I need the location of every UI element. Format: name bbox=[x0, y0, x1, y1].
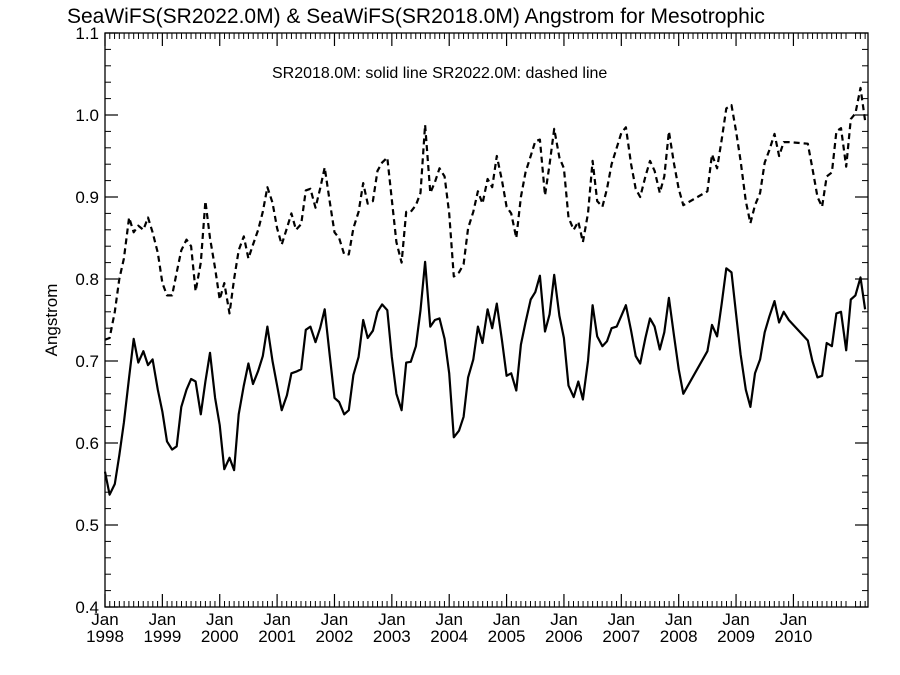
series-layer bbox=[103, 86, 867, 496]
chart-title: SeaWiFS(SR2022.0M) & SeaWiFS(SR2018.0M) … bbox=[67, 5, 765, 28]
axis-ticks bbox=[104, 32, 868, 608]
x-tick-year-label: 2005 bbox=[488, 627, 526, 646]
y-tick-label: 0.7 bbox=[75, 352, 99, 371]
x-tick-year-label: 2007 bbox=[602, 627, 640, 646]
x-tick-year-label: 1999 bbox=[143, 627, 181, 646]
x-tick-month-label: Jan bbox=[378, 610, 405, 629]
x-tick-year-label: 2004 bbox=[430, 627, 468, 646]
series-line-sr2018-0m bbox=[103, 260, 867, 496]
y-tick-label: 0.4 bbox=[75, 598, 99, 617]
x-tick-month-label: Jan bbox=[780, 610, 807, 629]
x-tick-year-label: 2003 bbox=[373, 627, 411, 646]
x-tick-month-label: Jan bbox=[263, 610, 290, 629]
x-tick-month-label: Jan bbox=[665, 610, 692, 629]
y-tick-label: 1.0 bbox=[75, 106, 99, 125]
plot-frame bbox=[104, 32, 869, 608]
x-tick-year-label: 2001 bbox=[258, 627, 296, 646]
x-tick-month-label: Jan bbox=[206, 610, 233, 629]
x-tick-year-label: 2009 bbox=[717, 627, 755, 646]
x-tick-month-label: Jan bbox=[91, 610, 118, 629]
x-tick-labels: Jan1998Jan1999Jan2000Jan2001Jan2002Jan20… bbox=[86, 610, 812, 646]
x-tick-month-label: Jan bbox=[149, 610, 176, 629]
y-tick-label: 0.9 bbox=[75, 188, 99, 207]
series-line-sr2022-0m bbox=[104, 86, 867, 341]
y-axis-label: Angstrom bbox=[42, 284, 61, 357]
x-tick-year-label: 2002 bbox=[316, 627, 354, 646]
x-tick-year-label: 2000 bbox=[201, 627, 239, 646]
y-tick-label: 0.6 bbox=[75, 434, 99, 453]
line-style-legend: SR2018.0M: solid line SR2022.0M: dashed … bbox=[272, 65, 607, 82]
y-tick-label: 0.8 bbox=[75, 270, 99, 289]
x-tick-year-label: 1998 bbox=[86, 627, 124, 646]
x-tick-year-label: 2008 bbox=[660, 627, 698, 646]
x-tick-month-label: Jan bbox=[435, 610, 462, 629]
x-tick-month-label: Jan bbox=[321, 610, 348, 629]
x-tick-month-label: Jan bbox=[493, 610, 520, 629]
x-tick-year-label: 2006 bbox=[545, 627, 583, 646]
x-tick-year-label: 2010 bbox=[775, 627, 813, 646]
x-tick-month-label: Jan bbox=[608, 610, 635, 629]
y-tick-label: 1.1 bbox=[75, 24, 99, 43]
y-tick-label: 0.5 bbox=[75, 516, 99, 535]
x-tick-month-label: Jan bbox=[550, 610, 577, 629]
y-tick-labels: 0.4 0.5 0.6 0.7 0.8 0.9 1.0 1.1 bbox=[75, 24, 99, 617]
x-tick-month-label: Jan bbox=[722, 610, 749, 629]
